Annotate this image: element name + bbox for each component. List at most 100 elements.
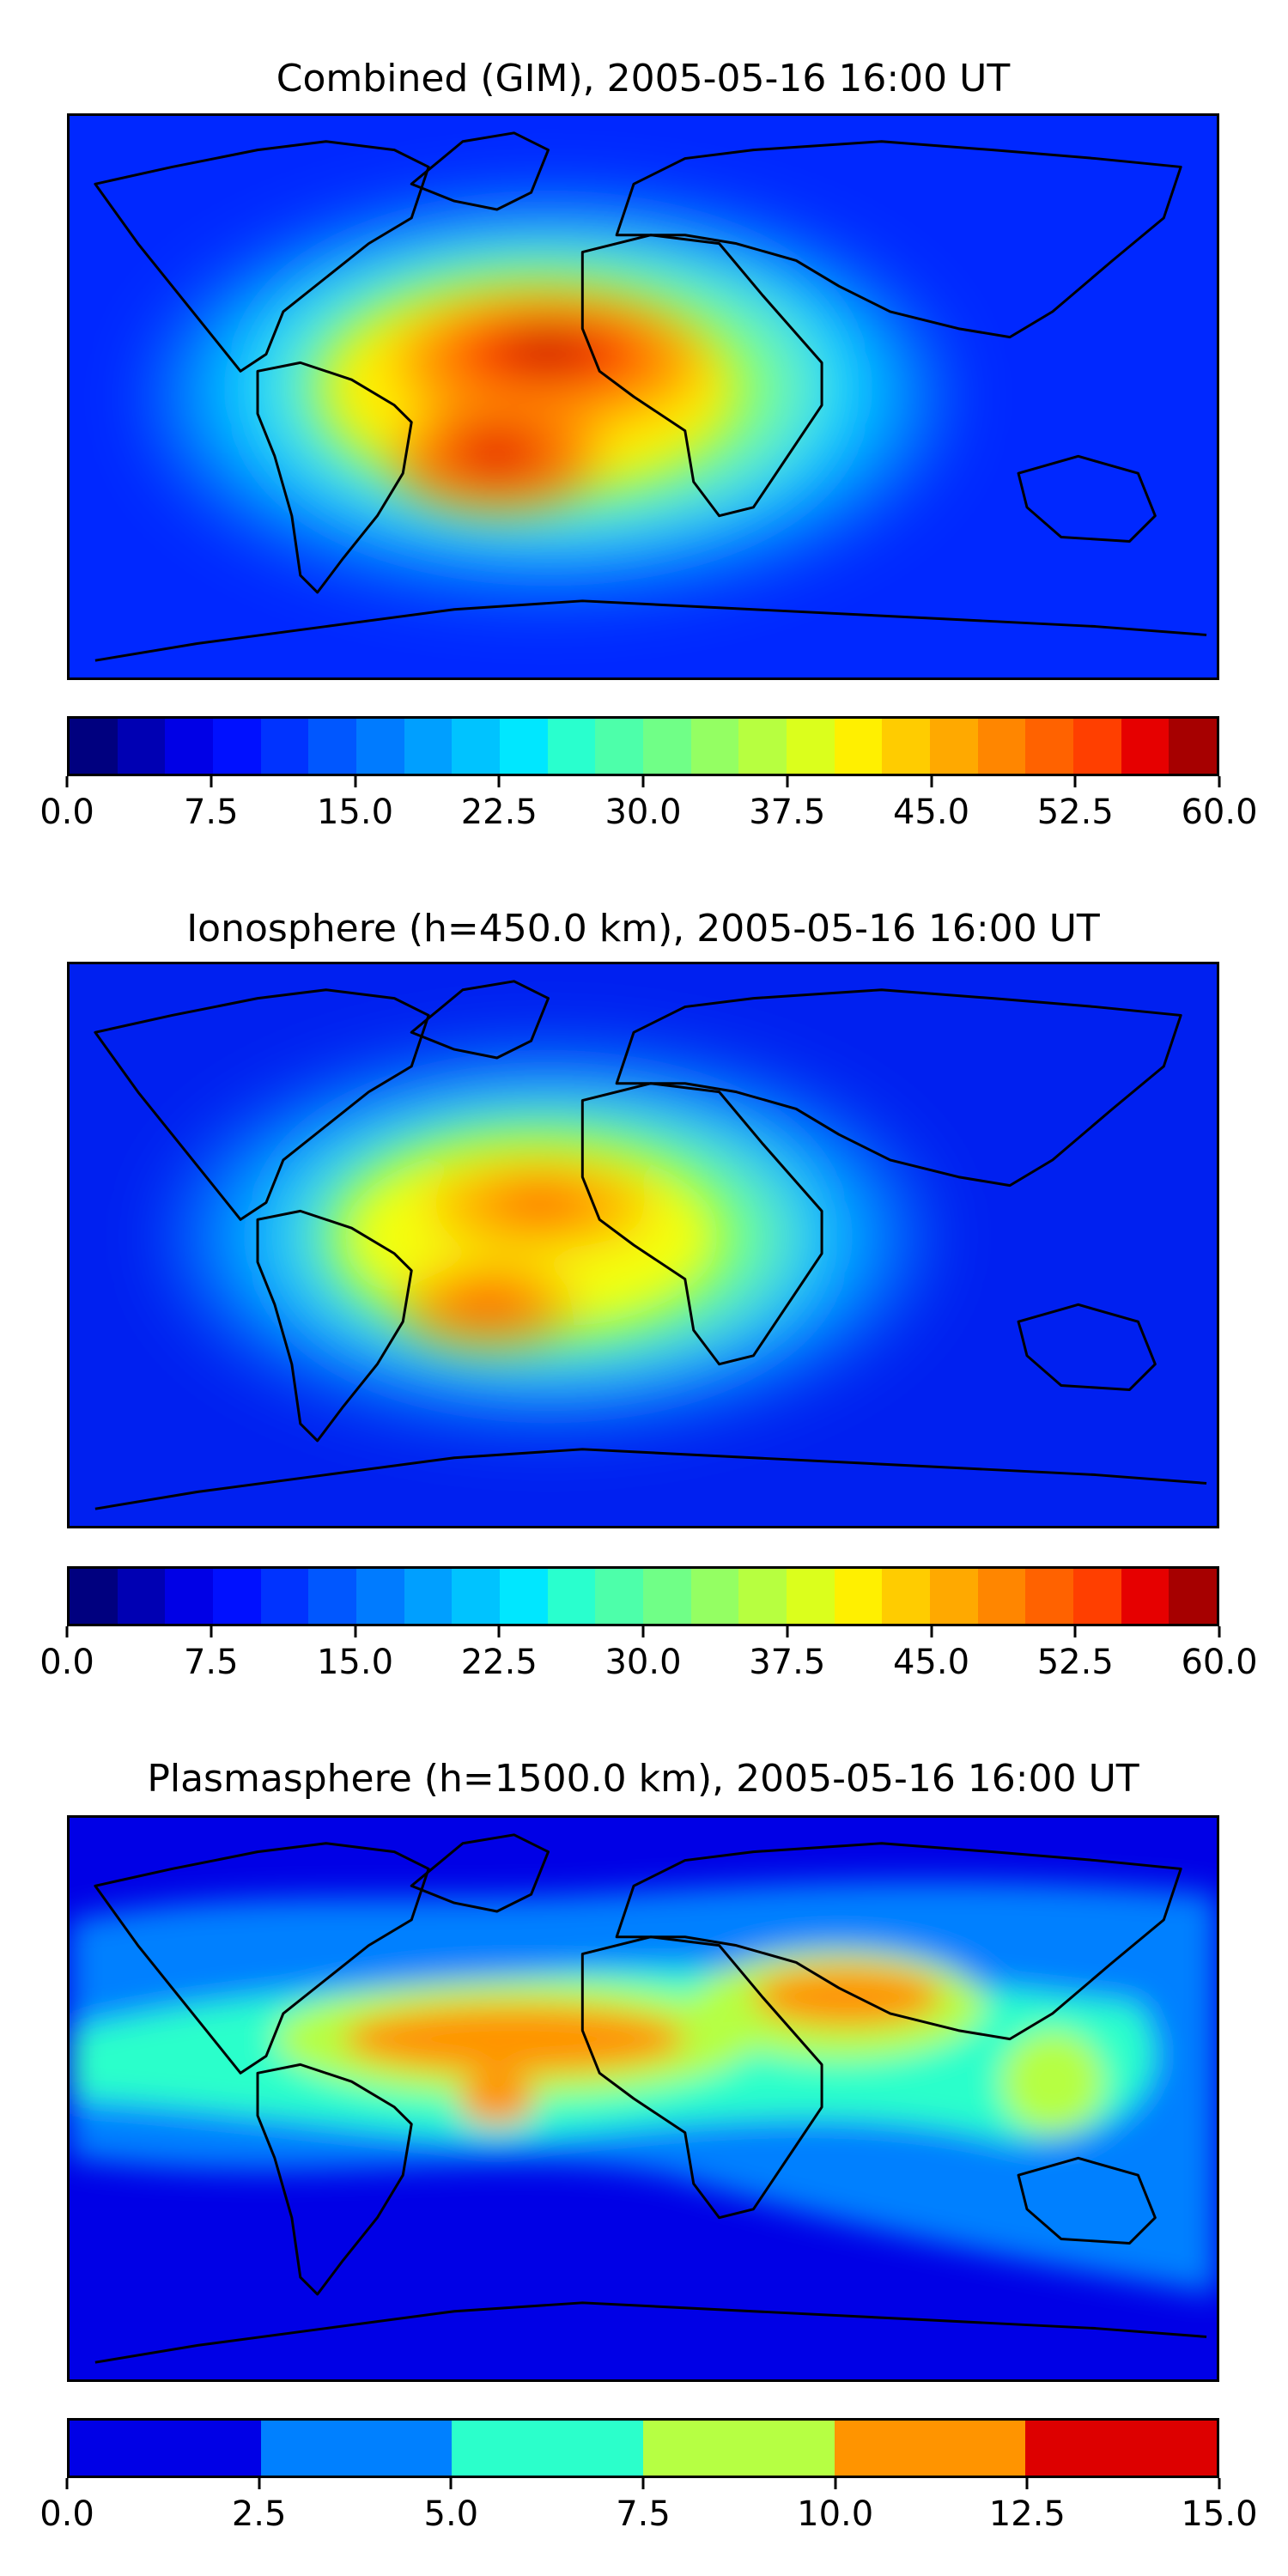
- colorbar-segment: [595, 719, 644, 774]
- colorbar-tick-mark: [1025, 2478, 1029, 2489]
- colorbar-segment: [117, 719, 166, 774]
- colorbar-segment: [356, 1569, 404, 1624]
- colorbar-tick-label: 2.5: [231, 2494, 287, 2534]
- colorbar-tick-label: 45.0: [892, 1643, 970, 1682]
- colorbar-tick-mark: [210, 776, 213, 787]
- colorbar-tick-mark: [354, 776, 356, 787]
- panel-3-colorbar-ticks: 0.0 2.5 5.0 7.5 10.0 12.5 15.0: [39, 2478, 1258, 2534]
- colorbar-segment: [834, 719, 883, 774]
- colorbar-segment: [547, 719, 596, 774]
- colorbar-tick-mark: [65, 2478, 69, 2489]
- colorbar-segment: [882, 719, 931, 774]
- colorbar-tick-mark: [449, 2478, 453, 2489]
- colorbar-segment: [165, 719, 214, 774]
- colorbar-segment: [690, 1569, 739, 1624]
- colorbar-segment: [1025, 2421, 1218, 2476]
- colorbar-tick-label: 15.0: [1181, 2494, 1258, 2534]
- colorbar-tick-mark: [930, 776, 933, 787]
- colorbar-tick-label: 60.0: [1181, 793, 1258, 832]
- colorbar-tick-mark: [641, 776, 645, 787]
- colorbar-segment: [738, 1569, 787, 1624]
- plasmasphere-map: [67, 1815, 1219, 2382]
- colorbar-segment: [834, 2421, 1026, 2476]
- colorbar-segment: [595, 1569, 644, 1624]
- colorbar-tick-label: 45.0: [892, 793, 970, 832]
- colorbar-tick-label: 60.0: [1181, 1643, 1258, 1682]
- colorbar-tick-label: 15.0: [316, 1643, 394, 1682]
- colorbar-segment: [787, 1569, 835, 1624]
- ionosphere-map: [67, 962, 1219, 1528]
- colorbar-segment: [1025, 1569, 1074, 1624]
- colorbar-tick-label: 22.5: [460, 1643, 538, 1682]
- colorbar-segment: [500, 719, 548, 774]
- colorbar-tick-label: 52.5: [1036, 793, 1114, 832]
- colorbar-tick-label: 37.5: [749, 793, 826, 832]
- colorbar-segment: [643, 2421, 835, 2476]
- colorbar-tick-label: 0.0: [39, 1643, 94, 1682]
- colorbar-segment: [977, 719, 1026, 774]
- colorbar-tick-label: 7.5: [183, 1643, 239, 1682]
- colorbar-tick-mark: [834, 2478, 837, 2489]
- colorbar-segment: [308, 1569, 357, 1624]
- panel-3-title: Plasmasphere (h=1500.0 km), 2005-05-16 1…: [147, 1757, 1139, 1801]
- colorbar-tick-mark: [786, 1626, 789, 1637]
- colorbar-tick-mark: [1218, 1626, 1221, 1637]
- colorbar-tick-label: 10.0: [797, 2494, 874, 2534]
- colorbar-segment: [117, 1569, 166, 1624]
- colorbar-segment: [738, 719, 787, 774]
- colorbar-tick-label: 22.5: [460, 793, 538, 832]
- colorbar-segment: [547, 1569, 596, 1624]
- colorbar-segment: [690, 719, 739, 774]
- combined-map: [67, 113, 1219, 680]
- colorbar-segment: [834, 1569, 883, 1624]
- colorbar-segment: [882, 1569, 931, 1624]
- colorbar-tick-mark: [65, 1626, 69, 1637]
- colorbar-segment: [356, 719, 404, 774]
- colorbar-segment: [1121, 719, 1170, 774]
- panel-1-colorbar-ticks: 0.0 7.5 15.0 22.5 30.0 37.5 45.0 52.5 60.0: [39, 776, 1258, 832]
- colorbar-tick-mark: [786, 776, 789, 787]
- colorbar-tick-label: 0.0: [39, 793, 94, 832]
- colorbar-tick-label: 52.5: [1036, 1643, 1114, 1682]
- colorbar-tick-label: 7.5: [183, 793, 239, 832]
- colorbar-tick-label: 37.5: [749, 1643, 826, 1682]
- colorbar-tick-label: 0.0: [39, 2494, 94, 2534]
- colorbar-segment: [404, 1569, 453, 1624]
- colorbar-tick-mark: [1218, 776, 1221, 787]
- colorbar-segment: [452, 2421, 644, 2476]
- colorbar-tick-label: 30.0: [605, 1643, 682, 1682]
- colorbar-segment: [930, 1569, 978, 1624]
- colorbar-segment: [500, 1569, 548, 1624]
- colorbar-tick-mark: [641, 1626, 645, 1637]
- panel-3-colorbar: [67, 2418, 1219, 2478]
- colorbar-segment: [1169, 1569, 1218, 1624]
- colorbar-segment: [213, 1569, 261, 1624]
- colorbar-tick-mark: [930, 1626, 933, 1637]
- colorbar-tick-mark: [1073, 1626, 1077, 1637]
- colorbar-segment: [165, 1569, 214, 1624]
- panel-2-colorbar-ticks: 0.0 7.5 15.0 22.5 30.0 37.5 45.0 52.5 60.0: [39, 1626, 1258, 1682]
- colorbar-segment: [260, 2421, 453, 2476]
- colorbar-segment: [643, 1569, 691, 1624]
- colorbar-tick-mark: [65, 776, 69, 787]
- colorbar-segment: [452, 719, 501, 774]
- colorbar-tick-label: 15.0: [316, 793, 394, 832]
- panel-1-colorbar: [67, 716, 1219, 776]
- colorbar-tick-mark: [497, 1626, 501, 1637]
- colorbar-segment: [643, 719, 691, 774]
- colorbar-segment: [1121, 1569, 1170, 1624]
- panel-1-title: Combined (GIM), 2005-05-16 16:00 UT: [276, 57, 1011, 100]
- colorbar-tick-mark: [210, 1626, 213, 1637]
- colorbar-tick-label: 30.0: [605, 793, 682, 832]
- colorbar-segment: [260, 719, 309, 774]
- colorbar-tick-mark: [258, 2478, 261, 2489]
- colorbar-tick-label: 5.0: [423, 2494, 479, 2534]
- colorbar-tick-label: 12.5: [988, 2494, 1066, 2534]
- colorbar-tick-label: 7.5: [616, 2494, 671, 2534]
- colorbar-segment: [1073, 1569, 1121, 1624]
- panel-2-title: Ionosphere (h=450.0 km), 2005-05-16 16:0…: [186, 907, 1100, 951]
- panel-2-colorbar: [67, 1566, 1219, 1626]
- colorbar-segment: [977, 1569, 1026, 1624]
- colorbar-segment: [1073, 719, 1121, 774]
- colorbar-segment: [787, 719, 835, 774]
